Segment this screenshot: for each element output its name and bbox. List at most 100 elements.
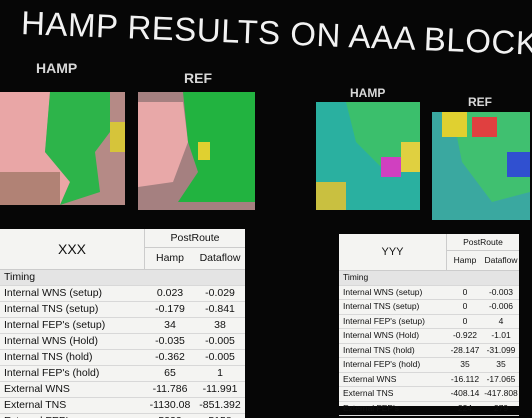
cell-value: -0.922 — [452, 330, 478, 340]
column-headers: Hamp Dataflow — [145, 248, 245, 264]
cell-value: -0.841 — [205, 303, 235, 315]
row-label: Internal TNS (setup) — [343, 301, 420, 311]
row-label: Internal TNS (hold) — [343, 344, 415, 355]
cell-value: 35 — [496, 359, 506, 369]
column-header: Dataflow — [484, 255, 518, 265]
cell-value: 5158 — [195, 414, 245, 418]
table-row: Internal TNS (setup) -0.179 -0.841 — [0, 302, 245, 318]
cell-value: -16.112 — [450, 373, 480, 384]
cell-value: -408.14 — [450, 388, 480, 398]
cell-value: 38 — [214, 319, 226, 331]
cell-value: -11.991 — [202, 383, 238, 395]
row-label: Internal WNS (setup) — [343, 286, 423, 297]
cell-value: -851.392 — [199, 399, 241, 411]
block-layout-image — [0, 92, 125, 205]
table-row: Internal FEP's (hold) 35 35 — [339, 358, 519, 373]
column-headers: Hamp Dataflow — [447, 251, 519, 265]
cell-value: -0.003 — [488, 286, 514, 297]
row-label: External TNS — [343, 388, 394, 398]
cell-value: -0.005 — [205, 351, 235, 363]
cell-value: -0.029 — [205, 287, 235, 299]
cell-value: 0 — [462, 315, 468, 326]
table-row: Internal WNS (Hold) -0.922 -1.01 — [339, 329, 519, 344]
table-row: External TNS -408.14 -417.808 — [339, 387, 519, 402]
row-label: Internal TNS (hold) — [4, 351, 93, 363]
table-header: YYY PostRoute Hamp Dataflow — [339, 234, 519, 271]
block-layout-image — [432, 112, 530, 220]
table-row: Internal TNS (hold) -28.147 -31.099 — [339, 344, 519, 358]
row-label: External TNS — [4, 399, 67, 411]
row-label: Internal TNS (setup) — [4, 303, 99, 315]
table-row: Internal WNS (setup) 0.023 -0.029 — [0, 286, 245, 302]
column-header: Hamp — [453, 255, 477, 265]
table-row: External TNS -1130.08 -851.392 — [0, 398, 245, 414]
table-name: XXX — [0, 229, 145, 269]
cell-value: 279 — [493, 402, 509, 413]
row-label: Internal WNS (setup) — [4, 287, 103, 299]
table-row: External FEP's 224 279 — [339, 402, 519, 416]
cell-value: 65 — [164, 367, 176, 379]
table-row: Timing — [339, 271, 519, 286]
table-row: Internal FEP's (setup) 0 4 — [339, 315, 519, 329]
header-group: PostRoute Hamp Dataflow — [145, 229, 245, 269]
cell-value: -31.099 — [486, 344, 516, 355]
cell-value: 34 — [164, 319, 176, 331]
row-label: External WNS — [4, 383, 70, 395]
cell-value: -0.006 — [488, 301, 514, 311]
header-group: PostRoute Hamp Dataflow — [447, 234, 519, 270]
cell-value: -0.035 — [155, 335, 185, 347]
table-row: External WNS -11.786 -11.991 — [0, 382, 245, 398]
cell-value: -1.01 — [491, 330, 511, 340]
column-header: Dataflow — [199, 252, 241, 264]
column-group-header: PostRoute — [447, 234, 519, 251]
row-label: Internal FEP's (setup) — [343, 315, 425, 326]
cell-value: 35 — [460, 359, 470, 369]
cell-value: -417.808 — [484, 388, 518, 398]
table-row: Internal TNS (setup) 0 -0.006 — [339, 300, 519, 315]
block-label: HAMP — [350, 86, 386, 100]
table-header: XXX PostRoute Hamp Dataflow — [0, 229, 245, 270]
row-label: Internal WNS (Hold) — [4, 335, 98, 347]
row-label: Timing — [4, 271, 36, 283]
row-label: Internal FEP's (hold) — [343, 359, 421, 369]
table-name: YYY — [339, 234, 447, 270]
table-row: Internal TNS (hold) -0.362 -0.005 — [0, 350, 245, 366]
cell-value: -0.362 — [155, 351, 185, 363]
table-row: Internal WNS (Hold) -0.035 -0.005 — [0, 334, 245, 350]
results-table: YYY PostRoute Hamp Dataflow Timing Internal W… — [339, 234, 519, 416]
block-label: REF — [184, 70, 212, 86]
cell-value: -28.147 — [450, 344, 480, 355]
table-row: Internal WNS (setup) 0 -0.003 — [339, 286, 519, 300]
row-label: Timing — [343, 272, 369, 282]
cell-value: 0 — [462, 301, 468, 311]
cell-value: -11.786 — [152, 383, 188, 395]
row-label: External WNS — [343, 373, 397, 384]
block-layout-image — [316, 102, 420, 210]
cell-value: 1 — [217, 367, 223, 379]
table-row: Timing — [0, 270, 245, 286]
table-row: External FEP's52335158 — [0, 414, 245, 418]
block-label: HAMP — [36, 60, 78, 76]
cell-value: -0.005 — [205, 335, 235, 347]
row-label: Internal FEP's (setup) — [4, 319, 106, 331]
slide-title: HAMP RESULTS ON AAA BLOCKS — [20, 4, 532, 63]
table-row: Internal FEP's (setup) 34 38 — [0, 318, 245, 334]
cell-value: -0.179 — [155, 303, 185, 315]
cell-value: 4 — [498, 315, 504, 326]
row-label: Internal FEP's (hold) — [4, 367, 100, 379]
block-layout-image — [138, 92, 255, 210]
cell-value: 0 — [462, 286, 468, 297]
cell-value: -1130.08 — [149, 399, 191, 411]
row-label: External FEP's — [0, 414, 145, 418]
column-group-header: PostRoute — [145, 229, 245, 248]
table-row: External WNS -16.112 -17.065 — [339, 373, 519, 387]
cell-value: 5233 — [145, 414, 195, 418]
table-row: Internal FEP's (hold) 65 1 — [0, 366, 245, 382]
cell-value: -17.065 — [486, 373, 516, 384]
row-label: External FEP's — [343, 402, 399, 413]
block-label: REF — [468, 95, 492, 109]
column-header: Hamp — [155, 252, 184, 264]
row-label: Internal WNS (Hold) — [343, 330, 420, 340]
cell-value: 0.023 — [156, 287, 184, 299]
